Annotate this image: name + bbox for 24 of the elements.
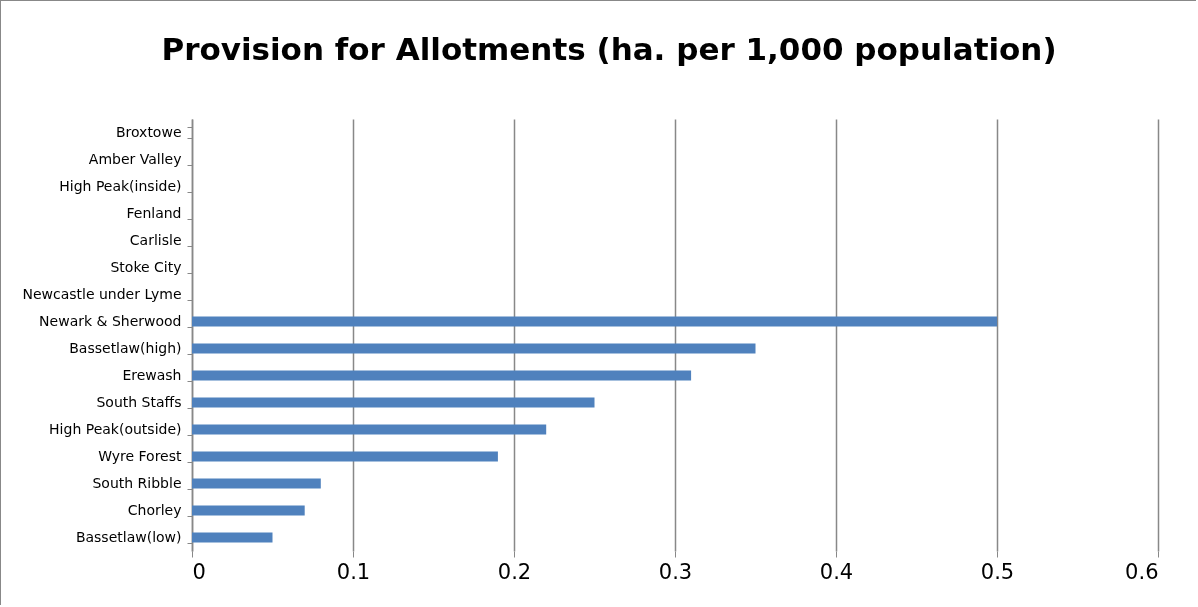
y-tick-label: Fenland xyxy=(126,205,182,221)
x-tick-label: 0.2 xyxy=(497,559,532,584)
chart-title: Provision for Allotments (ha. per 1,000 population) xyxy=(161,31,1057,67)
y-tick-label: High Peak(inside) xyxy=(59,178,182,194)
y-tick-label: Broxtowe xyxy=(115,124,182,140)
x-tick-label: 0 xyxy=(192,559,206,584)
y-tick-label: Newark & Sherwood xyxy=(39,313,182,329)
x-tick-label: 0.4 xyxy=(819,559,854,584)
y-tick-label: Stoke City xyxy=(110,259,182,275)
y-tick-label: High Peak(outside) xyxy=(49,421,182,437)
y-tick-label: Carlisle xyxy=(129,232,182,248)
y-tick-label: Amber Valley xyxy=(88,151,182,167)
y-tick-label: Newcastle under Lyme xyxy=(22,286,182,302)
y-tick-label: Bassetlaw(low) xyxy=(75,529,182,545)
x-tick-label: 0.3 xyxy=(658,559,693,584)
x-tick-label: 0.6 xyxy=(1125,559,1159,584)
y-tick-label: Wyre Forest xyxy=(98,448,183,464)
y-tick-label: Erewash xyxy=(122,367,182,383)
y-tick-label: South Ribble xyxy=(92,475,182,491)
y-tick-label: Bassetlaw(high) xyxy=(69,340,182,356)
x-tick-label: 0.1 xyxy=(336,559,371,584)
y-tick-label: South Staffs xyxy=(96,394,182,410)
x-tick-label: 0.5 xyxy=(980,559,1015,584)
y-tick-label: Chorley xyxy=(127,502,182,518)
